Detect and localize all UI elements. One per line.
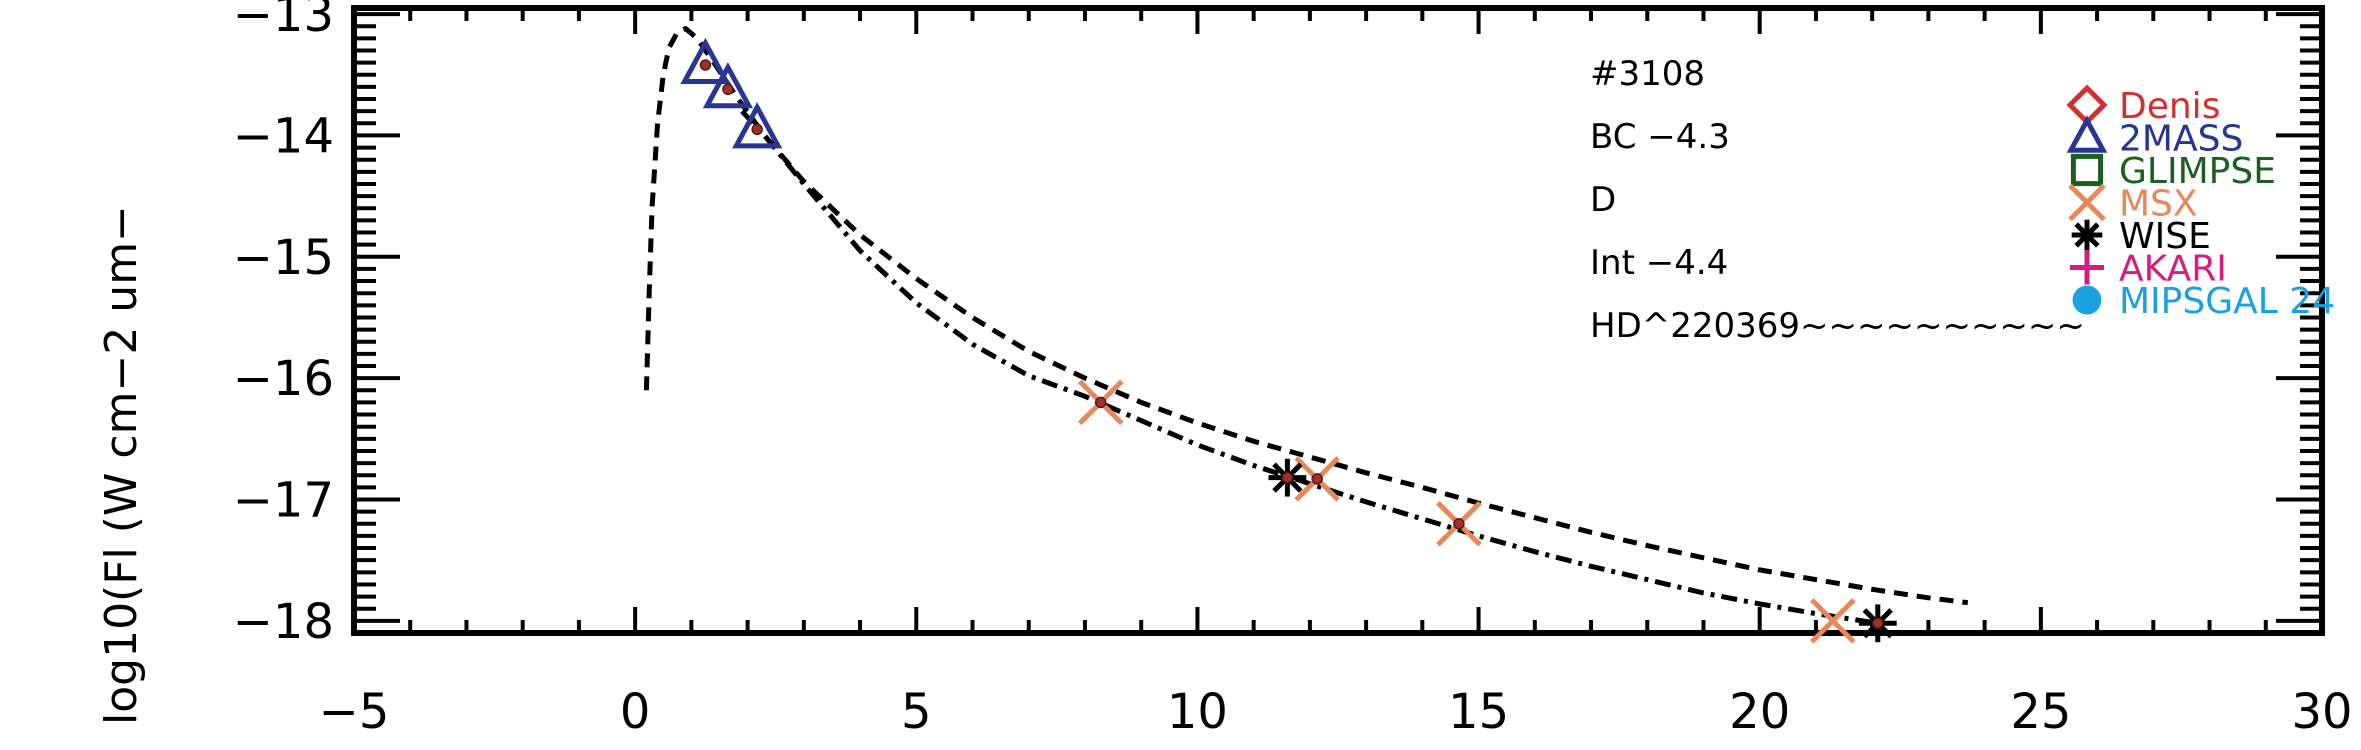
data-point-dot [1281, 471, 1294, 484]
legend-marker-x [2068, 183, 2106, 222]
y-tick-label: −13 [233, 0, 334, 43]
x-tick-label: 20 [1729, 684, 1790, 740]
data-point-dot [699, 59, 712, 71]
axis-ticks [352, 8, 2324, 635]
legend-label: Denis [2119, 86, 2220, 127]
legend-marker-asterisk [2071, 219, 2103, 251]
legend-marker-triangle [2066, 115, 2108, 153]
data-point-dot [1311, 473, 1323, 485]
legend-label: MIPSGAL 24 [2119, 281, 2335, 322]
data-point-dot [1453, 518, 1465, 530]
annotation-text: D [1590, 180, 1616, 220]
model-curve-dashdot [740, 109, 1879, 626]
x-tick-label: 5 [901, 684, 932, 740]
legend-label: GLIMPSE [2119, 151, 2276, 192]
x-tick-label: 15 [1448, 684, 1509, 740]
model-curves [643, 26, 1969, 626]
x-tick-label: 0 [620, 684, 651, 740]
plot-border [351, 5, 2325, 636]
data-point-dot [1872, 617, 1884, 630]
annotations: #3108 BC −4.3 D Int −4.4 HD^220369~~~~~~~~~~ [1590, 54, 2085, 346]
annotation-text: BC −4.3 [1590, 117, 1730, 157]
legend-label: MSX [2119, 184, 2198, 225]
y-tick-label: −18 [233, 594, 334, 650]
legend-marker-circle [2072, 285, 2102, 315]
x-tick-labels: −5 0 5 10 15 20 25 30 [319, 684, 2353, 740]
x-tick-label: −5 [319, 684, 390, 740]
legend-marker-square [2070, 153, 2104, 187]
y-tick-label: −16 [233, 351, 334, 407]
y-axis-label: log10(Fl (W cm−2 um− [96, 205, 147, 725]
data-points [680, 37, 1897, 644]
data-point-x [1810, 598, 1856, 644]
data-point-dot [1094, 396, 1107, 409]
data-point-triangle [680, 37, 731, 85]
annotation-text: #3108 [1590, 54, 1705, 94]
y-tick-labels: −13 −14 −15 −16 −17 −18 [233, 0, 334, 650]
y-tick-label: −15 [233, 230, 334, 286]
data-point-triangle [732, 102, 783, 149]
annotation-text: Int −4.4 [1590, 243, 1728, 283]
x-tick-label: 30 [2291, 684, 2352, 740]
plot-frame [351, 5, 2325, 636]
legend-marker-plus [2070, 250, 2104, 285]
model-curve-dashed [643, 26, 1969, 606]
annotation-text: HD^220369~~~~~~~~~~ [1590, 306, 2085, 346]
legend-label: WISE [2119, 216, 2211, 257]
x-tick-label: 10 [1167, 684, 1228, 740]
y-tick-label: −17 [233, 473, 334, 529]
data-point-triangle [702, 62, 754, 109]
y-tick-label: −14 [233, 108, 334, 164]
data-point-dot [722, 83, 734, 96]
legend-label: AKARI [2119, 249, 2227, 290]
legend-label: 2MASS [2119, 119, 2243, 160]
x-tick-label: 25 [2010, 684, 2071, 740]
data-point-dot [751, 123, 763, 136]
